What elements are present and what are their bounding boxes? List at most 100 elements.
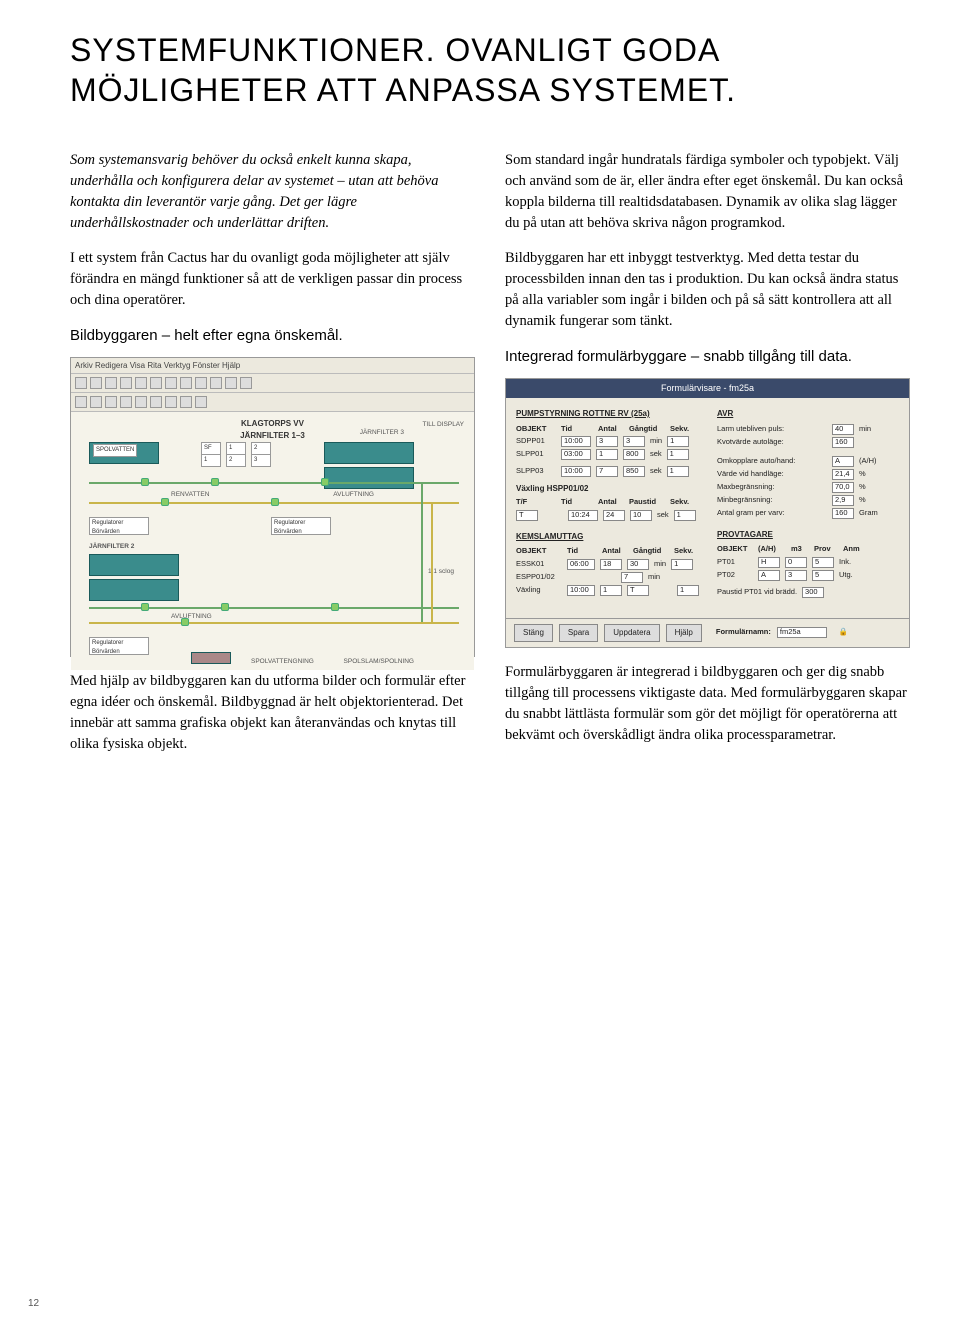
input[interactable]: 70,0: [832, 482, 854, 493]
toolbar-btn[interactable]: [210, 377, 222, 389]
label-jf2: JÄRNFILTER 2: [89, 542, 134, 551]
toolbar-btn[interactable]: [165, 377, 177, 389]
stang-button[interactable]: Stäng: [514, 624, 553, 642]
tank: [324, 442, 414, 464]
toolbar-btn[interactable]: [75, 396, 87, 408]
regulator-box: RegulatorerBörvärden: [89, 517, 149, 535]
toolbar-btn[interactable]: [180, 396, 192, 408]
hdr: Tid: [567, 546, 597, 557]
input[interactable]: 18: [600, 559, 622, 570]
label: Värde vid handläge:: [717, 469, 827, 480]
input[interactable]: 10:00: [561, 466, 591, 477]
input[interactable]: T: [627, 585, 649, 596]
input[interactable]: 10:00: [561, 436, 591, 447]
paragraph-r3: Formulärbyggaren är integrerad i bildbyg…: [505, 662, 910, 746]
input[interactable]: 300: [802, 587, 824, 598]
toolbar-btn[interactable]: [120, 396, 132, 408]
input[interactable]: 1: [667, 436, 689, 447]
hdr-tid: Tid: [561, 424, 593, 435]
valve: [141, 478, 149, 486]
subhead-formular: Integrerad formulärbyggare – snabb tillg…: [505, 346, 910, 368]
input[interactable]: T: [516, 510, 538, 521]
toolbar-btn[interactable]: [150, 396, 162, 408]
toolbar-btn[interactable]: [225, 377, 237, 389]
hdr: Prov: [814, 544, 838, 555]
input[interactable]: 160: [832, 508, 854, 519]
input[interactable]: 3: [596, 436, 618, 447]
sec-kemslam: KEMSLAMUTTAG OBJEKT Tid Antal Gångtid Se…: [516, 531, 699, 596]
input[interactable]: 03:00: [561, 449, 591, 460]
input[interactable]: 5: [812, 570, 834, 581]
input[interactable]: 1: [671, 559, 693, 570]
toolbar-btn[interactable]: [150, 377, 162, 389]
input[interactable]: 3: [785, 570, 807, 581]
input[interactable]: 10: [630, 510, 652, 521]
label: Omkopplare auto/hand:: [717, 456, 827, 467]
sec-title: AVR: [717, 408, 899, 420]
hdr: Anm: [843, 544, 860, 555]
table-row: Omkopplare auto/hand: A (A/H): [717, 456, 899, 467]
table-row: ESPP01/02 7 min: [516, 572, 699, 583]
toolbar-btn[interactable]: [90, 396, 102, 408]
input[interactable]: 21,4: [832, 469, 854, 480]
toolbar-btn[interactable]: [195, 396, 207, 408]
toolbar-btn[interactable]: [75, 377, 87, 389]
input[interactable]: 160: [832, 437, 854, 448]
table-header-row: OBJEKT (A/H) m3 Prov Anm: [717, 544, 899, 555]
formnamn-input[interactable]: fm25a: [777, 627, 827, 638]
uppdatera-button[interactable]: Uppdatera: [604, 624, 659, 642]
input[interactable]: 1: [677, 585, 699, 596]
input[interactable]: 24: [603, 510, 625, 521]
toolbar-btn[interactable]: [135, 396, 147, 408]
input[interactable]: A: [832, 456, 854, 467]
input[interactable]: A: [758, 570, 780, 581]
input[interactable]: 40: [832, 424, 854, 435]
input[interactable]: 10:00: [567, 585, 595, 596]
hjalp-button[interactable]: Hjälp: [666, 624, 702, 642]
table-row: ESSK01 06:00 18 30 min 1: [516, 559, 699, 570]
table-row: SLPP01 03:00 1 800 sek 1: [516, 449, 699, 460]
toolbar-btn[interactable]: [90, 377, 102, 389]
toolbar-btn[interactable]: [180, 377, 192, 389]
input[interactable]: 06:00: [567, 559, 595, 570]
right-column: Som standard ingår hundratals färdiga sy…: [505, 150, 910, 769]
hdr: Paustid: [629, 497, 665, 508]
input[interactable]: 1: [667, 466, 689, 477]
table-row: T 10:24 24 10 sek 1: [516, 510, 699, 521]
table-header-row: OBJEKT Tid Antal Gångtid Sekv.: [516, 424, 699, 435]
input[interactable]: 1: [667, 449, 689, 460]
input[interactable]: 7: [596, 466, 618, 477]
toolbar-btn[interactable]: [165, 396, 177, 408]
page-number: 12: [28, 1298, 39, 1309]
input[interactable]: 5: [812, 557, 834, 568]
input[interactable]: 0: [785, 557, 807, 568]
intro-paragraph-1: Som systemansvarig behöver du också enke…: [70, 150, 475, 234]
input[interactable]: 850: [623, 466, 645, 477]
toolbar-btn[interactable]: [240, 377, 252, 389]
toolbar-btn[interactable]: [105, 377, 117, 389]
pipe: [421, 482, 423, 622]
input[interactable]: 7: [621, 572, 643, 583]
cell: min: [654, 559, 666, 570]
valve: [211, 478, 219, 486]
input[interactable]: 2,9: [832, 495, 854, 506]
hdr-gangtid: Gångtid: [629, 424, 665, 435]
toolbar-btn[interactable]: [105, 396, 117, 408]
input[interactable]: 1: [600, 585, 622, 596]
input[interactable]: 30: [627, 559, 649, 570]
label-avl: AVLUFTNING: [333, 490, 374, 499]
toolbar-btn[interactable]: [120, 377, 132, 389]
toolbar-btn[interactable]: [135, 377, 147, 389]
toolbar-btn[interactable]: [195, 377, 207, 389]
table-row: PT01 H 0 5 Ink.: [717, 557, 899, 568]
pipe: [89, 622, 459, 624]
input[interactable]: 10:24: [568, 510, 598, 521]
input[interactable]: 800: [623, 449, 645, 460]
spara-button[interactable]: Spara: [559, 624, 598, 642]
input[interactable]: 1: [674, 510, 696, 521]
input[interactable]: 3: [623, 436, 645, 447]
hdr-antal: Antal: [598, 424, 624, 435]
cell: PT01: [717, 557, 753, 568]
input[interactable]: 1: [596, 449, 618, 460]
input[interactable]: H: [758, 557, 780, 568]
